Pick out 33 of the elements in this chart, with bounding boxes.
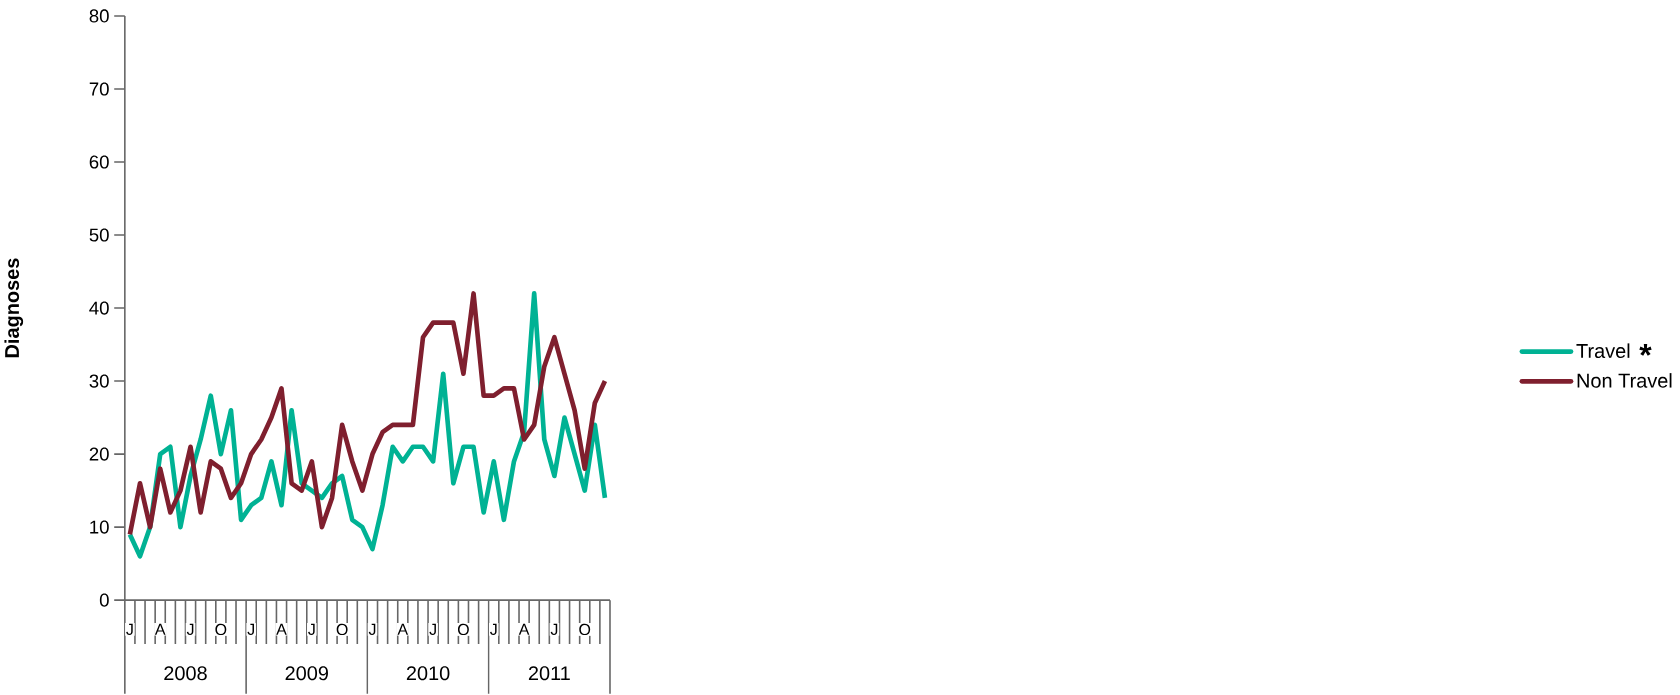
- x-tick-label: O: [215, 623, 227, 636]
- x-tick-label: J: [186, 623, 194, 636]
- text: *: [1639, 344, 1652, 356]
- x-tick-label: O: [336, 623, 348, 636]
- y-tick-label: 30: [89, 374, 109, 388]
- legend-label: Travel: [1576, 343, 1630, 359]
- y-axis-title: Diagnoses: [4, 258, 24, 358]
- y-tick-label: 40: [89, 301, 109, 315]
- text: 2009: [285, 666, 328, 681]
- x-tick-label: J: [126, 623, 133, 636]
- x-tick-label: O: [457, 623, 469, 636]
- x-tick-label: J: [368, 623, 376, 636]
- x-tick-label: J: [247, 623, 254, 636]
- text: 2010: [406, 666, 450, 681]
- legend-label: Non Travel: [1577, 373, 1672, 388]
- x-tick-label: J: [550, 623, 558, 636]
- x-tick-label: A: [518, 623, 530, 635]
- x-tick-label: J: [429, 623, 436, 636]
- text: 2011: [528, 666, 570, 681]
- y-tick-label: 50: [89, 228, 109, 242]
- y-tick-label: 70: [89, 82, 109, 96]
- y-tick-label: 20: [89, 447, 109, 461]
- y-tick-label: 0: [99, 593, 109, 607]
- x-tick-label: J: [308, 623, 315, 636]
- x-tick-label: A: [276, 623, 287, 635]
- x-tick-label: J: [490, 623, 497, 636]
- y-tick-label: 80: [89, 9, 109, 23]
- y-tick-label: 60: [89, 155, 109, 169]
- y-tick-label: 10: [90, 520, 109, 534]
- x-tick-label: A: [397, 623, 409, 635]
- x-tick-label: O: [579, 623, 591, 636]
- text: 2008: [164, 666, 207, 681]
- x-tick-label: A: [154, 623, 166, 635]
